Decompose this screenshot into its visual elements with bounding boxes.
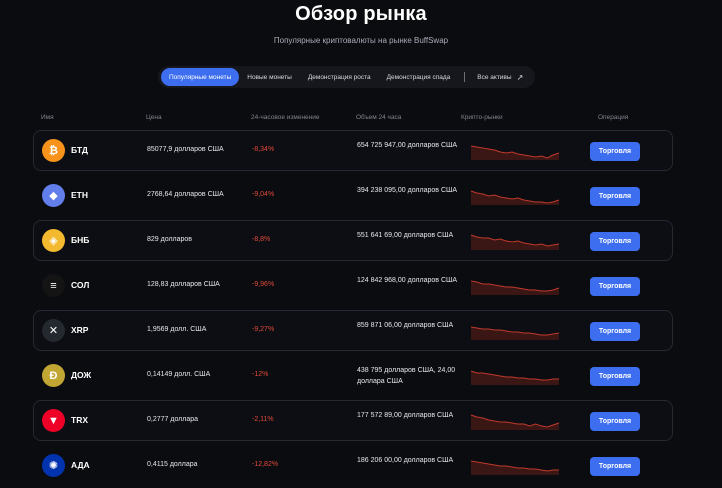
coin-volume: 438 795 долларов США, 24,00 доллара США [357,367,456,385]
tab-divider [464,72,466,82]
sparkline-chart [470,280,560,295]
bnb-icon: ◈ [42,229,65,252]
trade-button[interactable]: Торговля [590,187,640,206]
coin-change: -9,96% [252,281,275,288]
page-title: Обзор рынка [295,3,427,25]
sparkline-chart [470,234,560,250]
coin-symbol: TRX [71,415,88,425]
sparkline-line [470,460,559,472]
sparkline-chart [470,190,560,205]
coin-price: 85077,9 долларов США [147,146,224,153]
sparkline-chart [470,460,559,475]
solana-icon: ≡ [42,274,65,297]
column-operation: Операция [598,114,629,121]
table-row[interactable]: ✕ XRP 1,9569 долл. США -9,27% 859 871 06,00 … [33,310,673,351]
coin-volume: 551 641 69,00 долларов США [357,232,454,239]
ethereum-icon: ◆ [42,184,65,207]
coin-change: -9,04% [252,191,275,198]
coin-price: 0,2777 доллара [147,416,199,423]
tab-all-assets-label: Все активы [477,73,512,81]
coin-volume: 859 871 06,00 долларов США [357,322,454,329]
sparkline-line [470,234,560,247]
dogecoin-icon: Ð [42,364,65,387]
sparkline-area [471,235,559,250]
coin-symbol: АДА [71,460,90,470]
trade-button[interactable]: Торговля [590,412,640,431]
xrp-icon: ✕ [42,319,65,342]
trade-button[interactable]: Торговля [590,232,640,251]
table-row[interactable]: ▼ TRX 0,2777 доллара -2,11% 177 572 89,00 до… [33,400,673,441]
coin-change: -2,11% [252,416,274,423]
coin-price: 2768,64 долларов США [147,191,224,198]
bitcoin-icon: ₿ [42,139,65,162]
coin-change: -12% [252,371,269,378]
coin-symbol: БТД [71,145,88,155]
coin-price: 829 долларов [147,236,193,243]
column-markets: Крипто-рынки [461,114,503,121]
tab-all-assets[interactable]: Все активы ↗ [469,68,531,86]
market-tabs: Популярные монеты Новые монеты Демонстра… [158,66,536,88]
trade-button[interactable]: Торговля [590,457,640,476]
tab-decline[interactable]: Демонстрация спада [386,73,451,81]
coin-change: -8,8% [252,236,271,243]
trade-button[interactable]: Торговля [590,277,640,296]
tab-growth[interactable]: Демонстрация роста [307,73,371,81]
sparkline-area [471,191,559,205]
sparkline-chart [470,414,560,430]
coin-change: -8,34% [252,146,275,153]
coin-price: 1,9569 долл. США [147,326,207,333]
cardano-icon: ✺ [42,454,65,477]
column-price: Цена [146,114,162,121]
table-row[interactable]: ≡ СОЛ 128,83 долларов США -9,96% 124 842 968… [33,265,673,306]
coin-symbol: ETH [71,190,88,200]
tron-icon: ▼ [42,409,65,432]
coin-symbol: БНБ [71,235,90,245]
sparkline-area [471,415,559,430]
tab-popular-coins[interactable]: Популярные монеты [161,68,240,86]
table-header: Имя Цена 24-часовое изменение Объем 24 ч… [0,114,722,124]
table-row[interactable]: ✺ АДА 0,4115 доллара -12,82% 186 206 00,00 д… [33,445,673,486]
coin-change: -12,82% [252,461,279,468]
page-subtitle: Популярные криптовалюты на рынке BuffSwa… [273,36,449,45]
coin-table: ₿ БТД 85077,9 долларов США -8,34% 654 725 94… [33,130,673,488]
coin-volume: 654 725 947,00 долларов США [357,142,458,149]
sparkline-line [470,190,560,204]
tab-new-coins[interactable]: Новые монеты [247,73,292,81]
coin-symbol: ДОЖ [71,370,92,380]
column-name: Имя [41,114,54,121]
trade-button[interactable]: Торговля [590,322,640,341]
sparkline-line [470,326,560,336]
sparkline-line [470,414,560,428]
coin-price: 128,83 долларов США [147,281,220,288]
trade-button[interactable]: Торговля [590,367,640,386]
table-row[interactable]: ₿ БТД 85077,9 долларов США -8,34% 654 725 94… [33,130,673,171]
sparkline-chart [470,370,559,385]
column-volume: Объем 24 часа [356,114,402,121]
coin-symbol: СОЛ [71,280,90,290]
sparkline-line [470,280,560,292]
coin-change: -9,27% [252,326,275,333]
table-row[interactable]: Ð ДОЖ 0,14149 долл. США -12% 438 795 долларо… [33,355,673,396]
coin-price: 0,4115 доллара [147,461,198,468]
trade-button[interactable]: Торговля [590,142,640,161]
column-change: 24-часовое изменение [251,114,320,121]
coin-symbol: XRP [71,325,89,335]
sparkline-line [470,370,559,381]
sparkline-chart [470,145,560,160]
table-row[interactable]: ◆ ETH 2768,64 долларов США -9,04% 394 238 09… [33,175,673,216]
table-row[interactable]: ◈ БНБ 829 долларов -8,8% 551 641 69,00 долла… [33,220,673,261]
sparkline-chart [470,326,560,340]
coin-volume: 124 842 968,00 долларов США [357,277,458,284]
sparkline-line [470,145,560,159]
arrow-up-right-icon: ↗ [516,72,524,82]
coin-volume: 177 572 89,00 долларов США [357,412,454,419]
coin-price: 0,14149 долл. США [147,371,211,378]
coin-volume: 394 238 095,00 долларов США [357,187,458,194]
coin-volume: 186 206 00,00 долларов США [357,457,454,464]
